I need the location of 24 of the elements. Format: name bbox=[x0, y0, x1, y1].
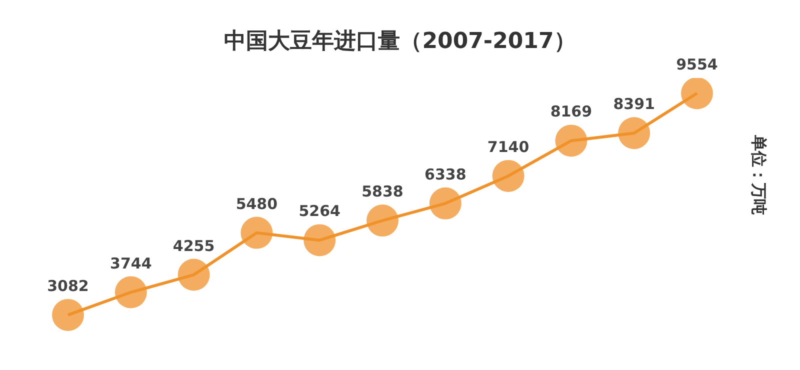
data-label: 3082 bbox=[47, 276, 89, 295]
data-label: 5264 bbox=[298, 202, 340, 220]
data-label: 9554 bbox=[676, 55, 718, 74]
y-axis-title: 单位：万吨 bbox=[749, 134, 768, 215]
data-label: 8169 bbox=[550, 102, 592, 121]
data-label: 6338 bbox=[424, 165, 466, 184]
point bbox=[429, 187, 462, 220]
point bbox=[555, 124, 588, 157]
point bbox=[681, 78, 713, 110]
point bbox=[240, 216, 273, 249]
point bbox=[492, 160, 524, 192]
data-label: 5480 bbox=[236, 194, 278, 213]
data-label: 8391 bbox=[613, 95, 655, 114]
point bbox=[114, 276, 147, 308]
point bbox=[178, 258, 210, 291]
data-label: 4255 bbox=[172, 236, 215, 255]
data-label: 5838 bbox=[362, 182, 404, 201]
data-label: 7140 bbox=[487, 138, 530, 156]
chart-title: 中国大豆年进口量（2007-2017） bbox=[223, 28, 577, 56]
point bbox=[618, 117, 650, 150]
point bbox=[52, 298, 84, 331]
data-label: 3744 bbox=[110, 254, 152, 272]
point bbox=[366, 204, 398, 237]
point bbox=[304, 224, 336, 256]
